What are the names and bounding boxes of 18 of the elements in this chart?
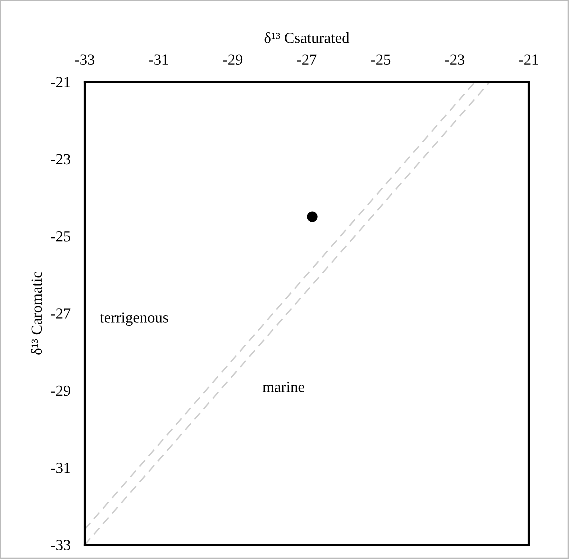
y-tick-label: -21	[51, 77, 70, 88]
y-tick-label: -23	[51, 154, 71, 165]
y-tick-label: -33	[51, 540, 71, 550]
x-tick-label: -21	[519, 54, 538, 65]
x-tick-label: -23	[445, 54, 465, 66]
annotation: marine	[262, 382, 304, 392]
y-axis-title: δ¹³ Caromatic	[31, 272, 42, 355]
x-tick-label: -27	[297, 54, 317, 65]
y-tick-label: -27	[51, 308, 71, 319]
x-tick-label: -31	[149, 54, 168, 66]
y-tick-label: -25	[51, 232, 71, 242]
x-tick-label: -29	[223, 54, 243, 66]
x-tick-label: -25	[371, 54, 391, 66]
x-axis-title: δ¹³ Csaturated	[264, 32, 350, 44]
x-tick-label: -33	[75, 54, 95, 66]
y-tick-label: -29	[51, 386, 70, 396]
annotation: terrigenous	[100, 312, 168, 326]
y-tick-label: -31	[51, 463, 70, 474]
